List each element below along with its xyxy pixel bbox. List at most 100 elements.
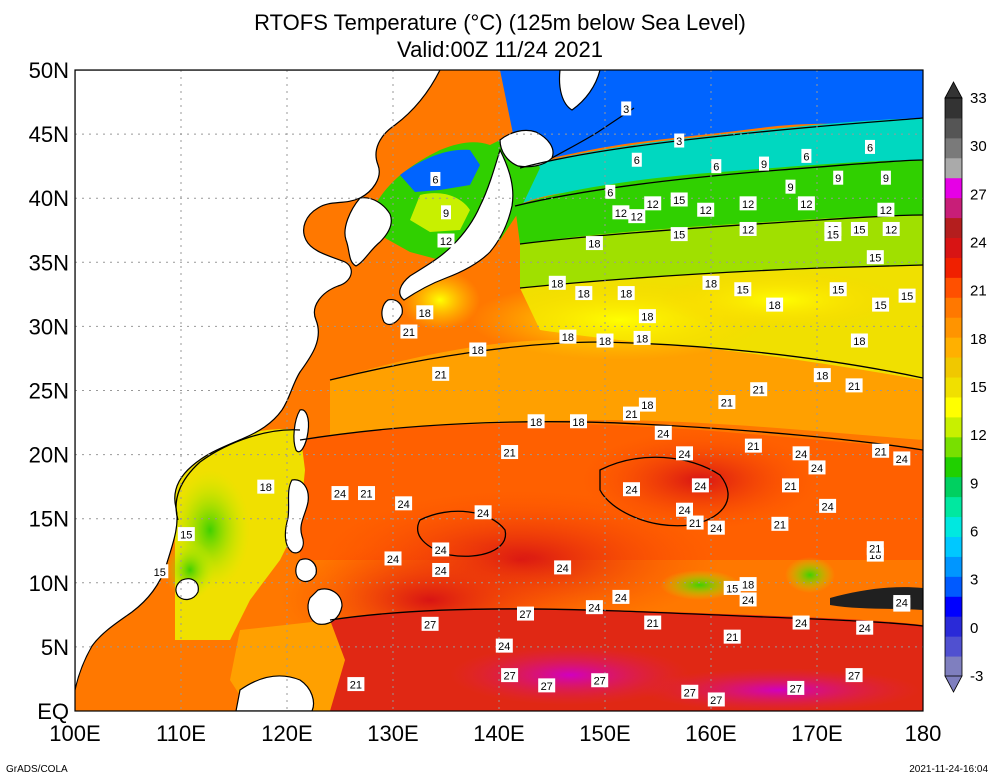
contour-label: 24 [676,502,693,517]
svg-text:24: 24 [588,603,600,615]
svg-text:12: 12 [742,224,754,236]
contour-label: 21 [400,324,418,339]
contour-label: 24 [432,542,450,557]
svg-text:12: 12 [631,212,643,224]
svg-text:18: 18 [705,278,717,290]
colorbar-swatch [945,257,962,278]
x-tick-label: 100E [49,721,100,746]
contour-label: 6 [711,159,722,174]
svg-text:24: 24 [435,565,447,577]
x-tick-label: 110E [156,721,206,746]
contour-label: 24 [893,451,911,466]
y-tick-label: 40N [29,186,69,211]
colorbar-label: 24 [970,235,987,252]
colorbar-swatch [945,277,962,298]
contour-label: 12 [644,196,662,211]
svg-text:9: 9 [883,173,889,185]
colorbar-swatch [945,297,962,318]
svg-text:3: 3 [623,104,629,116]
contour-label: 24 [384,551,402,566]
contour-label: 21 [432,366,450,381]
contour-label: 24 [654,425,672,440]
svg-text:21: 21 [753,385,765,397]
svg-text:9: 9 [787,182,793,194]
contour-label: 18 [585,236,603,251]
svg-text:15: 15 [869,253,881,265]
svg-text:3: 3 [676,136,682,148]
contour-label: 21 [744,438,762,453]
svg-text:12: 12 [800,199,812,211]
colorbar-swatch [945,436,962,458]
svg-text:21: 21 [747,441,759,453]
colorbar-swatch [945,377,962,398]
svg-text:18: 18 [588,239,600,251]
contour-label: 21 [501,445,519,460]
render-timestamp: 2021-11-24-16:04 [909,764,988,775]
contour-label: 3 [621,101,632,116]
contour-label: 15 [898,288,916,303]
colorbar-swatch [945,556,962,577]
contour-label: 27 [845,668,863,683]
colorbar-label: 33 [970,90,987,107]
svg-text:27: 27 [594,676,606,688]
colorbar-swatch [945,237,962,258]
svg-text:24: 24 [896,454,908,466]
svg-text:24: 24 [556,563,568,575]
colorbar-label: 21 [970,283,987,300]
svg-text:21: 21 [721,398,733,410]
y-tick-label: 30N [29,314,69,339]
contour-label: 18 [739,577,757,592]
colorbar-label: 30 [970,138,987,155]
contour-label: 12 [739,196,757,211]
svg-text:6: 6 [803,151,809,163]
contour-label: 6 [430,171,441,186]
svg-text:9: 9 [761,159,767,171]
contour-label: 9 [759,156,769,171]
korea [344,197,392,267]
svg-text:6: 6 [634,155,640,167]
contour-label: 24 [819,498,837,513]
y-tick-label: 20N [29,443,69,468]
colorbar-swatch [945,636,962,657]
svg-text:18: 18 [260,482,272,494]
kyushu [381,299,403,326]
svg-text:24: 24 [435,545,447,557]
colorbar-label: 15 [970,379,987,396]
svg-text:24: 24 [678,449,690,461]
svg-text:18: 18 [853,336,865,348]
colorbar-swatch [945,656,962,677]
svg-text:21: 21 [625,409,637,421]
colorbar-swatch [945,596,962,617]
contour-labels: 3366666699999121212121212121212121215151… [151,101,916,707]
svg-text:6: 6 [607,187,613,199]
svg-text:18: 18 [530,417,542,429]
contour-label: 27 [517,606,534,621]
contour-label: 15 [670,227,688,242]
contour-label: 18 [638,397,656,412]
contour-label: 15 [850,221,868,236]
contour-label: 9 [785,179,796,194]
y-tick-label: 45N [29,122,69,147]
svg-text:15: 15 [673,195,685,207]
colorbar-label: 9 [970,475,978,492]
y-tick-label: 25N [29,379,69,404]
colorbar-label: 0 [970,620,978,637]
contour-label: 27 [591,673,609,688]
svg-text:18: 18 [419,308,431,320]
colorbar-swatch [945,396,962,418]
svg-text:18: 18 [641,312,653,324]
svg-text:18: 18 [578,289,590,301]
mindanao [307,588,343,625]
x-tick-label: 140E [473,721,524,746]
grid-lines [75,70,923,711]
contour-label: 21 [358,486,375,501]
contour-label: 27 [681,684,699,699]
svg-text:21: 21 [774,519,786,531]
svg-text:27: 27 [710,695,722,707]
colorbar-swatch [945,616,962,637]
svg-text:24: 24 [742,595,754,607]
y-axis: EQ 5N 10N 15N 20N 25N 30N 35N 40N 45N 50N [29,58,69,724]
contour-label: 24 [395,496,413,511]
x-tick-label: 150E [579,721,630,746]
x-tick-label: 170E [791,721,842,746]
